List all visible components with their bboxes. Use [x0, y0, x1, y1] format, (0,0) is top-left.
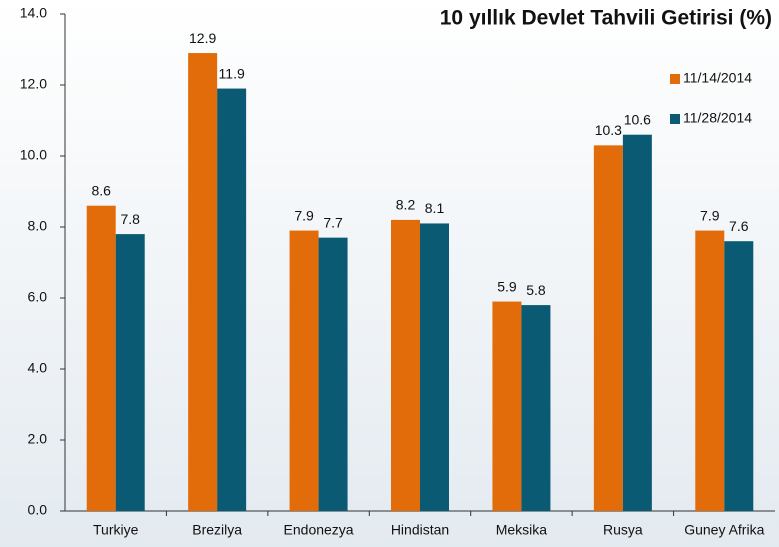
bar — [492, 301, 522, 511]
data-label: 7.7 — [323, 214, 343, 230]
bar — [420, 223, 449, 511]
data-label: 8.1 — [425, 200, 445, 216]
data-label: 7.6 — [729, 218, 749, 234]
x-tick-label: Brezilya — [192, 522, 242, 538]
legend-label: 11/28/2014 — [683, 110, 752, 126]
data-label: 11.9 — [219, 65, 245, 81]
x-tick-label: Guney Afrika — [684, 522, 764, 538]
x-tick-label: Hindistan — [391, 522, 449, 538]
data-label: 7.9 — [700, 207, 720, 223]
x-tick-label: Meksika — [496, 522, 548, 538]
x-tick-label: Endonezya — [284, 522, 354, 538]
bar — [622, 134, 652, 511]
bar — [593, 145, 623, 511]
bar — [318, 237, 348, 511]
y-tick-label: 0.0 — [28, 502, 48, 518]
y-tick-label: 8.0 — [28, 218, 48, 234]
bar — [724, 241, 754, 511]
y-tick-label: 14.0 — [20, 5, 47, 21]
y-tick-label: 6.0 — [28, 289, 48, 305]
legend-swatch — [670, 74, 680, 84]
bar — [521, 305, 551, 511]
y-tick-label: 10.0 — [20, 147, 47, 163]
data-label: 10.3 — [595, 122, 622, 138]
legend-swatch — [670, 114, 680, 124]
chart-title: 10 yıllık Devlet Tahvili Getirisi (%) — [440, 7, 772, 30]
data-label: 12.9 — [189, 30, 216, 46]
y-tick-label: 12.0 — [20, 76, 47, 92]
bar — [86, 205, 116, 511]
x-tick-label: Turkiye — [93, 522, 139, 538]
bar — [115, 234, 145, 511]
bar — [188, 53, 218, 512]
data-label: 8.2 — [396, 197, 416, 213]
data-label: 7.9 — [294, 207, 314, 223]
data-label: 7.8 — [120, 211, 140, 227]
bar — [289, 230, 319, 512]
data-label: 10.6 — [624, 111, 651, 127]
y-tick-label: 4.0 — [28, 360, 48, 376]
y-tick-label: 2.0 — [28, 431, 48, 447]
x-tick-label: Rusya — [603, 522, 643, 538]
bar — [695, 230, 725, 512]
bar — [217, 88, 247, 512]
legend-label: 11/14/2014 — [683, 70, 752, 86]
data-label: 5.8 — [526, 282, 546, 298]
data-label: 5.9 — [497, 278, 517, 294]
bar — [391, 219, 420, 511]
data-label: 8.6 — [91, 182, 111, 198]
